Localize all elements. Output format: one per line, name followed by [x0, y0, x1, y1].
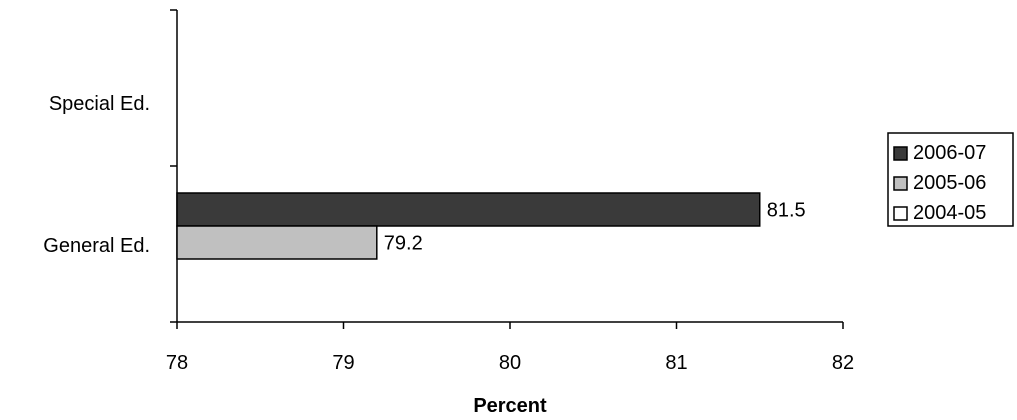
legend-box [887, 132, 1014, 227]
data-label: 79.2 [384, 233, 423, 255]
x-tick-label: 78 [166, 352, 188, 374]
category-label: General Ed. [43, 235, 150, 257]
legend-label: 2005-06 [913, 172, 986, 194]
chart-bars [176, 192, 761, 260]
chart-axes [170, 9, 844, 329]
chart-legend: 2006-07 2005-06 2004-05 [887, 132, 1014, 227]
chart-data-labels: 81.5 79.2 [384, 200, 806, 255]
bar [176, 192, 761, 227]
x-tick-label: 79 [332, 352, 354, 374]
x-tick-label: 82 [832, 352, 854, 374]
category-label: Special Ed. [49, 93, 150, 115]
legend-swatch [893, 206, 908, 221]
chart-category-labels: Special Ed. General Ed. [43, 93, 150, 257]
legend-swatch [893, 146, 908, 161]
x-tick-label: 80 [499, 352, 521, 374]
data-label: 81.5 [767, 200, 806, 222]
x-axis-label: Percent [473, 395, 547, 417]
bar [176, 225, 378, 260]
x-tick-label: 81 [665, 352, 687, 374]
legend-swatch [893, 176, 908, 191]
legend-label: 2006-07 [913, 142, 986, 164]
legend-label: 2004-05 [913, 202, 986, 224]
chart-x-tick-labels: 78 79 80 81 82 [166, 352, 854, 374]
